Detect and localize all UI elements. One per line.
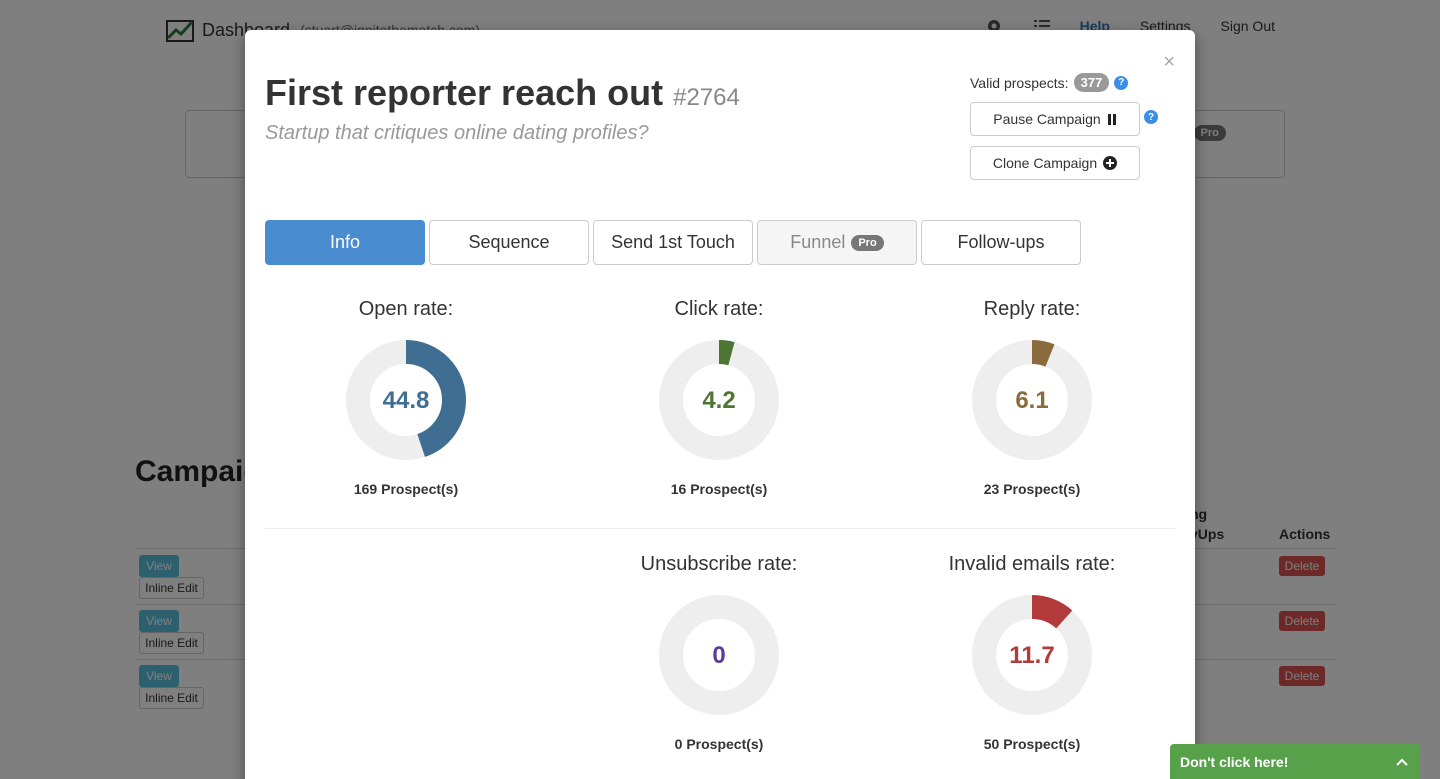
tab-label: Info	[329, 232, 361, 252]
campaign-modal: × First reporter reach out #2764 Startup…	[245, 30, 1195, 779]
tab-send-1st-touch[interactable]: Send 1st Touch	[593, 220, 753, 265]
stat-value: 4.2	[702, 387, 735, 414]
reply-rate-donut: 6.1	[972, 340, 1092, 460]
tab-label: Funnel	[790, 232, 846, 252]
toast-label: Don't click here!	[1180, 753, 1289, 770]
tab-sequence[interactable]: Sequence	[429, 220, 589, 265]
stats-divider	[265, 528, 1175, 529]
clone-campaign-button[interactable]: Clone Campaign	[970, 146, 1140, 180]
stat-count: 169 Prospect(s)	[353, 481, 459, 497]
stat-label: Unsubscribe rate:	[640, 553, 798, 575]
campaign-id: #2764	[673, 84, 740, 111]
stat-value: 11.7	[1009, 642, 1054, 669]
plus-circle-icon	[1103, 156, 1118, 170]
clone-campaign-label: Clone Campaign	[992, 155, 1098, 171]
stat-unsubscribe-rate: Unsubscribe rate: 0 0 Prospect(s)	[589, 553, 849, 752]
stat-invalid-emails-rate: Invalid emails rate: 11.7 50 Prospect(s)	[902, 553, 1162, 752]
stat-count: 16 Prospect(s)	[670, 481, 768, 497]
stat-reply-rate: Reply rate: 6.1 23 Prospect(s)	[902, 298, 1162, 497]
stat-open-rate: Open rate: 44.8 169 Prospect(s)	[276, 298, 536, 497]
tab-label: Sequence	[468, 232, 550, 252]
pause-icon	[1107, 113, 1116, 125]
tab-info[interactable]: Info	[265, 220, 425, 265]
open-rate-donut: 44.8	[346, 340, 466, 460]
tab-funnel[interactable]: Funnel Pro	[757, 220, 917, 265]
stat-value: 44.8	[383, 387, 430, 414]
campaign-title: First reporter reach out	[265, 72, 664, 113]
stat-label: Invalid emails rate:	[948, 553, 1116, 575]
tab-label: Follow-ups	[957, 232, 1045, 252]
stat-count: 50 Prospect(s)	[983, 736, 1081, 752]
tab-label: Send 1st Touch	[611, 232, 735, 252]
stat-value: 0	[712, 642, 725, 669]
help-icon[interactable]: ?	[1144, 110, 1158, 124]
modal-title: First reporter reach out #2764	[265, 72, 740, 114]
stat-label: Reply rate:	[983, 298, 1081, 320]
valid-prospects-label: Valid prospects:	[970, 74, 1069, 91]
click-rate-donut: 4.2	[659, 340, 779, 460]
campaign-tabs: Info Sequence Send 1st Touch Funnel Pro …	[265, 220, 1081, 265]
stat-click-rate: Click rate: 4.2 16 Prospect(s)	[589, 298, 849, 497]
invalid-emails-rate-donut: 11.7	[972, 595, 1092, 715]
close-button[interactable]: ×	[1163, 51, 1175, 73]
stat-label: Open rate:	[358, 298, 454, 320]
stat-value: 6.1	[1015, 387, 1048, 414]
valid-prospects: Valid prospects: 377 ?	[970, 73, 1129, 92]
stat-count: 23 Prospect(s)	[983, 481, 1081, 497]
pause-campaign-label: Pause Campaign	[993, 111, 1101, 127]
stat-label: Click rate:	[674, 298, 764, 320]
stat-count: 0 Prospect(s)	[674, 736, 764, 752]
pro-badge: Pro	[851, 234, 884, 251]
unsubscribe-rate-donut: 0	[659, 595, 779, 715]
campaign-subtitle: Startup that critiques online dating pro…	[265, 122, 649, 144]
tab-follow-ups[interactable]: Follow-ups	[921, 220, 1081, 265]
pause-campaign-button[interactable]: Pause Campaign	[970, 102, 1140, 136]
help-icon[interactable]: ?	[1114, 75, 1129, 90]
feedback-toast[interactable]: Don't click here!	[1170, 744, 1420, 779]
chevron-up-icon[interactable]	[1396, 758, 1408, 766]
valid-prospects-count: 377	[1073, 73, 1110, 92]
